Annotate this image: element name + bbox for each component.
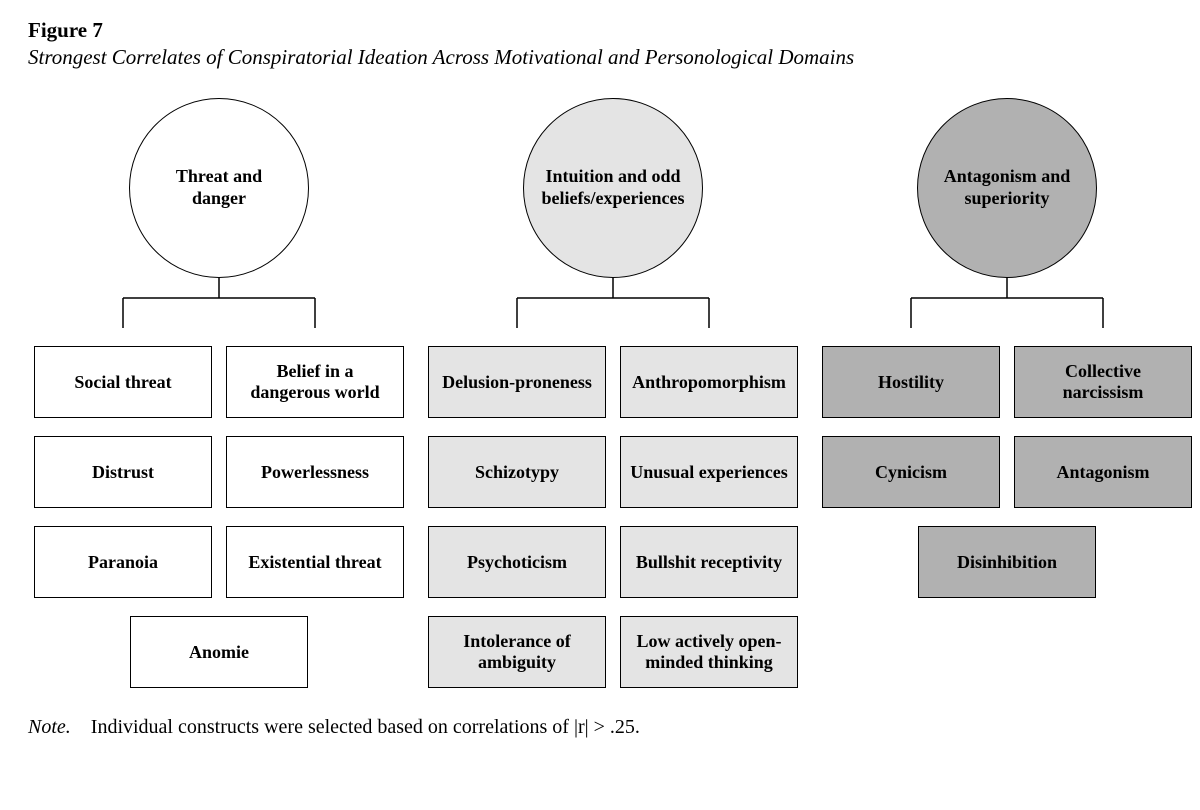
connector <box>428 278 798 328</box>
construct-box: Intolerance of ambiguity <box>428 616 606 688</box>
construct-box: Collective narcissism <box>1014 346 1192 418</box>
figure-label: Figure 7 <box>28 18 1172 43</box>
connector <box>34 278 404 328</box>
cluster-circle: Intuition and odd beliefs/experiences <box>523 98 703 278</box>
connector <box>822 278 1192 328</box>
construct-box: Anomie <box>130 616 308 688</box>
construct-box: Powerlessness <box>226 436 404 508</box>
construct-box: Disinhibition <box>918 526 1096 598</box>
figure-note: Note. Individual constructs were selecte… <box>28 716 1172 739</box>
cluster-boxes: Social threatBelief in a dangerous world… <box>34 346 404 688</box>
note-label: Note. <box>28 716 71 738</box>
note-text <box>76 716 91 738</box>
construct-box: Social threat <box>34 346 212 418</box>
cluster-boxes: Delusion-pronenessAnthropomorphismSchizo… <box>428 346 798 688</box>
construct-box: Existential threat <box>226 526 404 598</box>
diagram-container: Threat and danger Social threatBelief in … <box>28 98 1172 688</box>
construct-box: Psychoticism <box>428 526 606 598</box>
construct-box: Anthropomorphism <box>620 346 798 418</box>
construct-box: Unusual experiences <box>620 436 798 508</box>
cluster: Intuition and odd beliefs/experiences Del… <box>428 98 798 688</box>
cluster: Threat and danger Social threatBelief in … <box>34 98 404 688</box>
construct-box: Hostility <box>822 346 1000 418</box>
construct-box: Bullshit receptivity <box>620 526 798 598</box>
construct-box: Paranoia <box>34 526 212 598</box>
construct-box: Low actively open-minded thinking <box>620 616 798 688</box>
construct-box: Cynicism <box>822 436 1000 508</box>
cluster-circle: Threat and danger <box>129 98 309 278</box>
cluster-boxes: HostilityCollective narcissismCynicismAn… <box>822 346 1192 598</box>
figure-title: Strongest Correlates of Conspiratorial I… <box>28 45 1172 70</box>
construct-box: Delusion-proneness <box>428 346 606 418</box>
construct-box: Antagonism <box>1014 436 1192 508</box>
construct-box: Schizotypy <box>428 436 606 508</box>
construct-box: Belief in a dangerous world <box>226 346 404 418</box>
construct-box: Distrust <box>34 436 212 508</box>
cluster-circle: Antagonism and superiority <box>917 98 1097 278</box>
note-body: Individual constructs were selected base… <box>91 716 640 738</box>
cluster: Antagonism and superiority HostilityColle… <box>822 98 1192 688</box>
